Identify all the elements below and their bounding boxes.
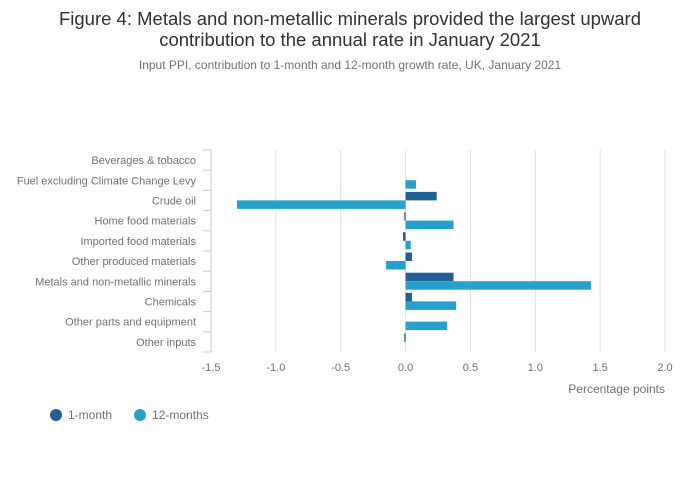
bar-12-months <box>405 301 457 310</box>
category-label: Metals and non-metallic minerals <box>35 276 196 288</box>
bar-1-month <box>405 292 413 302</box>
legend: 1-month 12-months <box>50 408 231 422</box>
bar-1-month <box>405 272 454 282</box>
category-label: Fuel excluding Climate Change Levy <box>17 175 197 187</box>
bar-12-months <box>405 240 411 250</box>
chart-title: Figure 4: Metals and non-metallic minera… <box>0 8 700 50</box>
category-label: Beverages & tobacco <box>91 155 196 167</box>
chart-subtitle: Input PPI, contribution to 1-month and 1… <box>138 58 562 72</box>
bar-12-months <box>236 200 406 209</box>
x-tick-label: 2.0 <box>657 362 672 374</box>
bar-12-months <box>405 321 448 331</box>
x-tick-label: -1.0 <box>266 362 285 374</box>
category-label: Crude oil <box>152 196 196 208</box>
bar-12-months <box>386 261 406 270</box>
x-tick-label: 0.0 <box>398 362 413 374</box>
legend-item-1-month[interactable]: 1-month <box>50 408 112 422</box>
x-tick-label: -1.5 <box>202 362 221 374</box>
category-label: Home food materials <box>95 216 197 228</box>
category-label: Other inputs <box>136 337 196 349</box>
legend-swatch-1-month <box>50 409 62 421</box>
x-tick-label: 1.0 <box>528 362 543 374</box>
x-tick-label: -0.5 <box>331 362 350 374</box>
category-label: Other produced materials <box>72 256 197 268</box>
legend-label-1-month: 1-month <box>68 408 113 422</box>
legend-item-12-months[interactable]: 12-months <box>134 408 209 422</box>
bar-12-months <box>405 281 592 290</box>
x-tick-label: 0.5 <box>463 362 478 374</box>
bar-12-months <box>405 220 454 230</box>
bar-1-month <box>404 333 406 342</box>
bar-1-month <box>405 252 413 261</box>
category-label: Other parts and equipment <box>65 317 196 329</box>
category-label: Chemicals <box>145 297 197 309</box>
legend-label-12-months: 12-months <box>152 408 209 422</box>
legend-swatch-12-months <box>134 409 147 421</box>
category-label: Imported food materials <box>80 236 196 248</box>
x-axis-title: Percentage points <box>568 382 665 396</box>
chart-title-line-2: contribution to the annual rate in Janua… <box>159 29 541 50</box>
bar-1-month <box>402 232 406 241</box>
x-tick-label: 1.5 <box>592 362 607 374</box>
bar-12-months <box>405 180 416 189</box>
bar-1-month <box>405 191 437 201</box>
bar-1-month <box>404 212 406 221</box>
chart-title-line-1: Figure 4: Metals and non-metallic minera… <box>58 8 641 29</box>
